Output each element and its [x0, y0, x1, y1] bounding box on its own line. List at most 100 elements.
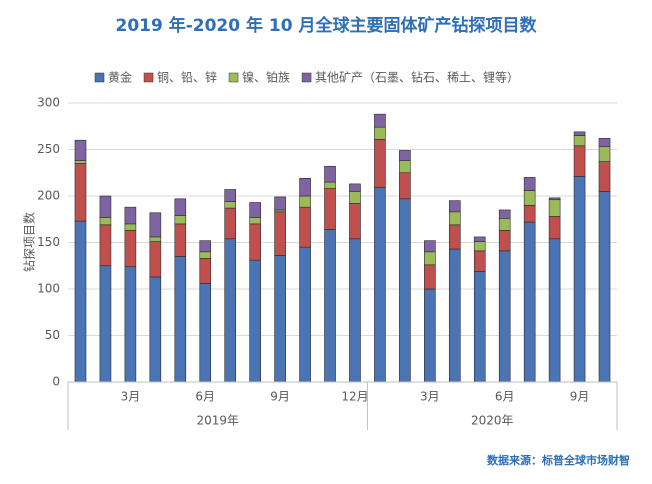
- x-group-label: 2020年: [471, 414, 514, 428]
- bar-segment: [498, 230, 511, 252]
- bar-segment: [99, 265, 112, 383]
- bar-segment: [349, 238, 361, 383]
- bar-segment: [249, 202, 261, 218]
- bar-segment: [523, 205, 536, 223]
- bar-segment: [224, 189, 237, 202]
- bar-segment: [324, 188, 336, 230]
- x-tick-label: 9月: [270, 390, 290, 404]
- bar-segment: [598, 161, 611, 192]
- bar-segment: [249, 223, 261, 261]
- bar-segment: [523, 190, 536, 206]
- bar-segment: [374, 187, 386, 383]
- bar-segment: [598, 191, 611, 383]
- bar-segment: [299, 246, 311, 383]
- x-tick-label: 9月: [570, 390, 590, 404]
- bar-segment: [174, 215, 187, 225]
- bar-segment: [573, 145, 586, 177]
- bar-segment: [473, 250, 486, 272]
- y-tick-label: 100: [37, 282, 60, 296]
- bar-segment: [349, 183, 361, 192]
- bar-segment: [224, 238, 237, 383]
- bar-segment: [498, 218, 511, 231]
- x-tick-label: 3月: [420, 390, 440, 404]
- bar-segment: [523, 177, 536, 191]
- bar-segment: [199, 251, 212, 259]
- bar-segment: [174, 198, 187, 216]
- bar-segment: [224, 201, 237, 209]
- y-axis-label: 钻探项目数: [22, 212, 37, 272]
- bar-segment: [573, 135, 586, 147]
- bar-segment: [399, 160, 411, 174]
- bar-segment: [399, 150, 411, 161]
- y-tick-label: 200: [37, 189, 60, 203]
- bar-segment: [99, 224, 112, 267]
- x-tick-label: 6月: [495, 390, 515, 404]
- legend-label: 铜、铅、锌: [157, 70, 217, 85]
- bar-segment: [149, 212, 162, 238]
- bar-segment: [149, 236, 162, 242]
- bar-segment: [573, 131, 586, 136]
- bar-segment: [99, 195, 112, 218]
- bar-segment: [374, 113, 386, 128]
- y-tick-label: 250: [37, 142, 60, 156]
- bar-segment: [74, 220, 87, 383]
- legend-swatch: [228, 72, 239, 83]
- x-tick-label: 3月: [121, 390, 141, 404]
- bar-segment: [424, 288, 436, 383]
- legend-label: 其他矿产（石墨、钻石、稀土、锂等）: [315, 70, 519, 85]
- bar-segment: [74, 160, 87, 164]
- bar-segment: [99, 217, 112, 226]
- bar-segment: [573, 176, 586, 383]
- legend-swatch: [301, 72, 312, 83]
- bar-segment: [498, 209, 511, 219]
- bar-segment: [174, 223, 187, 257]
- bar-segment: [349, 203, 361, 240]
- bar-segment: [374, 126, 386, 140]
- bar-segment: [249, 217, 261, 225]
- bar-segment: [124, 230, 137, 267]
- bar-segment: [199, 240, 212, 253]
- x-tick-label: 6月: [195, 390, 215, 404]
- bar-segment: [598, 138, 611, 148]
- bar-segment: [299, 195, 311, 208]
- bar-segment: [74, 139, 87, 161]
- bar-segment: [548, 199, 561, 217]
- bar-segment: [199, 283, 212, 383]
- y-tick-label: 300: [37, 96, 60, 110]
- bar-segment: [224, 207, 237, 240]
- bar-segment: [473, 241, 486, 252]
- bar-segment: [424, 264, 436, 290]
- bar-segment: [374, 138, 386, 188]
- bar-segment: [448, 248, 461, 383]
- bar-segment: [424, 251, 436, 266]
- bar-segment: [274, 196, 286, 211]
- bar-segment: [324, 229, 336, 383]
- legend-label: 镍、铂族: [242, 70, 290, 85]
- bar-segment: [124, 223, 137, 231]
- chart-title: 2019 年-2020 年 10 月全球主要固体矿产钻探项目数: [115, 15, 537, 36]
- bar-segment: [548, 197, 561, 201]
- bar-segment: [199, 258, 212, 284]
- bar-segment: [299, 178, 311, 197]
- legend-swatch: [94, 72, 105, 83]
- bar-segment: [448, 224, 461, 250]
- bar-segment: [174, 256, 187, 383]
- source-note: 数据来源：标普全球市场财智: [487, 453, 630, 467]
- y-tick-label: 0: [52, 375, 60, 389]
- bar-segment: [324, 181, 336, 189]
- legend-swatch: [143, 72, 154, 83]
- bar-segment: [149, 276, 162, 383]
- bar-segment: [598, 146, 611, 162]
- x-group-label: 2019年: [196, 414, 239, 428]
- legend-label: 黄金: [108, 70, 132, 85]
- bar-segment: [448, 211, 461, 226]
- bar-segment: [74, 163, 87, 222]
- bar-segment: [498, 250, 511, 383]
- bar-segment: [548, 216, 561, 240]
- bar-segment: [399, 198, 411, 383]
- bar-segment: [448, 200, 461, 213]
- bar-segment: [523, 221, 536, 383]
- bar-segment: [473, 236, 486, 242]
- bar-segment: [299, 206, 311, 248]
